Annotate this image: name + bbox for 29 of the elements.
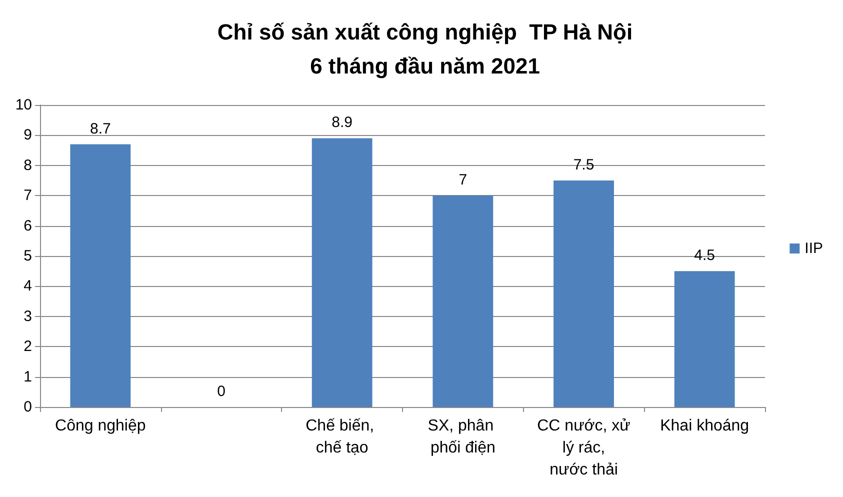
y-tick-label: 1 [24, 368, 32, 386]
y-tick-label: 9 [24, 126, 32, 144]
bar [70, 144, 131, 407]
data-label: 7 [458, 172, 468, 189]
y-tick-label: 2 [24, 338, 32, 356]
data-label: 0 [217, 383, 226, 400]
x-tick-label: Chế biến, chế tạo [306, 418, 379, 456]
y-tick-label: 0 [24, 398, 32, 416]
data-label: 4.5 [694, 247, 716, 264]
bar [312, 138, 372, 407]
data-label: 8.7 [90, 120, 111, 138]
y-tick-label: 5 [24, 248, 32, 264]
x-tick-label: Khai khoáng [660, 418, 750, 434]
y-tick-label: 3 [24, 308, 32, 325]
chart-title: Chỉ số sản xuất công nghiệp TP Hà Nội 6 tháng đầu năm 2021 [217, 20, 633, 78]
data-label: 7.5 [573, 156, 594, 174]
y-tick-label: 4 [24, 278, 32, 295]
bar [554, 180, 614, 407]
x-tick-label: Công nghiệp [55, 418, 146, 434]
bar [674, 271, 735, 407]
bar [432, 196, 494, 407]
x-tick-label: CC nước, xử lý rác, nước thải [537, 418, 631, 478]
legend-label: IIP [804, 240, 824, 257]
y-tick-label: 7 [24, 187, 32, 204]
y-tick-label: 8 [24, 156, 32, 174]
y-tick-label: 6 [24, 217, 32, 234]
x-tick-label: SX, phân phối điện [428, 418, 498, 456]
data-label: 8.9 [332, 114, 353, 132]
y-tick-label: 10 [15, 96, 32, 114]
